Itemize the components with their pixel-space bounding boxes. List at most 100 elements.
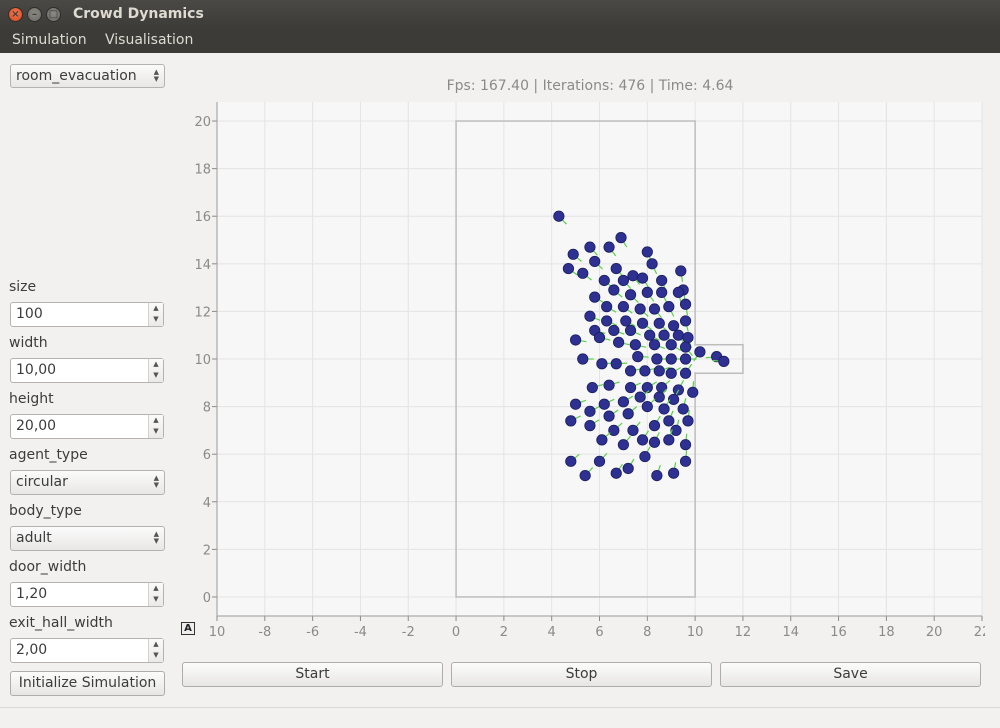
agent [651,353,663,365]
agent [603,379,615,391]
agent [613,336,625,348]
menu-visualisation[interactable]: Visualisation [105,32,194,48]
y-tick-label: 0 [203,591,211,606]
agent [589,291,601,303]
simulation-plot[interactable]: 10 -8 -6 -4 -2 0 2 4 6 8 10 12 14 16 18 20 22 0 2 4 6 8 10 12 14… [180,100,985,640]
agent [565,415,577,427]
agent [665,367,677,379]
x-tick-label: 18 [878,625,895,640]
agent [679,367,692,379]
agent [615,232,627,244]
maximize-window-button[interactable]: □ [46,7,61,22]
agent [624,324,637,337]
exit-hall-width-label: exit_hall_width [9,615,113,631]
agent [668,393,680,406]
agent [668,320,680,332]
body-type-label: body_type [9,503,82,519]
width-value: 10,00 [16,362,57,378]
decrement-icon[interactable]: ▼ [153,651,159,659]
agent [663,415,675,427]
width-label: width [9,335,48,351]
updown-arrows-icon: ▲ ▼ [153,68,159,83]
decrement-icon[interactable]: ▼ [153,595,159,603]
agent [718,355,730,367]
agent [598,274,610,287]
agent [603,241,615,253]
size-spinbox[interactable]: 100 ▲ ▼ [10,302,164,327]
window-title: Crowd Dynamics [73,6,204,22]
agent [663,301,675,313]
agent [656,286,668,298]
agent [636,434,649,446]
y-tick-label: 16 [194,210,211,225]
minimize-icon: – [32,9,37,20]
agent [665,353,677,365]
menu-simulation[interactable]: Simulation [12,32,87,48]
agent [610,467,622,479]
maximize-icon: □ [48,9,59,20]
increment-icon[interactable]: ▲ [153,416,159,424]
agent [636,317,649,329]
auto-range-icon[interactable]: A [181,622,195,635]
agent [644,329,656,341]
agent [672,329,684,341]
scenario-select[interactable]: room_evacuation ▲ ▼ [10,64,165,88]
close-window-button[interactable]: × [8,7,23,22]
y-tick-label: 12 [194,305,211,320]
agent [679,455,692,467]
start-button[interactable]: Start [182,662,443,687]
agent [670,424,682,436]
x-tick-label: -2 [402,625,415,640]
increment-icon[interactable]: ▲ [153,360,159,368]
agent [624,381,637,394]
agent [653,391,665,403]
decrement-icon[interactable]: ▼ [153,315,159,323]
door-width-spinbox[interactable]: 1,20 ▲ ▼ [10,582,164,607]
title-bar: × – □ Crowd Dynamics [0,0,1000,29]
decrement-icon[interactable]: ▼ [153,371,159,379]
increment-icon[interactable]: ▲ [153,304,159,312]
increment-icon[interactable]: ▲ [153,640,159,648]
increment-icon[interactable]: ▲ [153,584,159,592]
decrement-icon[interactable]: ▼ [153,427,159,435]
x-tick-label: 6 [595,625,603,640]
save-button[interactable]: Save [720,662,981,687]
agent [617,439,630,451]
agent [658,329,670,341]
agent-type-label: agent_type [9,447,88,463]
stop-button[interactable]: Stop [451,662,712,687]
x-tick-label: 8 [643,625,651,640]
width-spinbox[interactable]: 10,00 ▲ ▼ [10,358,164,383]
minimize-window-button[interactable]: – [27,7,42,22]
x-tick-label: -6 [306,625,319,640]
close-icon: × [11,9,20,20]
status-bar [0,707,1000,708]
agent [608,324,620,337]
agent [682,415,694,427]
agent [553,210,565,222]
simulation-status: Fps: 167.40 | Iterations: 476 | Time: 4.… [446,78,734,94]
agent [622,462,634,475]
body-type-select[interactable]: adult ▲ ▼ [10,526,165,551]
initialize-simulation-button[interactable]: Initialize Simulation [10,671,165,696]
agent-type-select[interactable]: circular ▲ ▼ [10,470,165,495]
agent [562,262,575,275]
agent [663,434,675,446]
agent [569,334,582,346]
agent [567,248,579,260]
exit-hall-width-value: 2,00 [16,642,48,658]
agent [584,420,596,432]
y-tick-label: 14 [194,258,211,273]
exit-hall-width-spinbox[interactable]: 2,00 ▲ ▼ [10,638,164,663]
agent [653,317,665,329]
x-tick-label: -8 [258,625,271,640]
agent [679,353,692,365]
agent [603,410,615,422]
agent [598,398,610,410]
agent [593,331,606,344]
agent [608,424,620,436]
agent-type-value: circular [16,474,68,490]
x-tick-label: 20 [926,625,943,640]
height-spinbox[interactable]: 20,00 ▲ ▼ [10,414,164,439]
agent [648,339,661,351]
